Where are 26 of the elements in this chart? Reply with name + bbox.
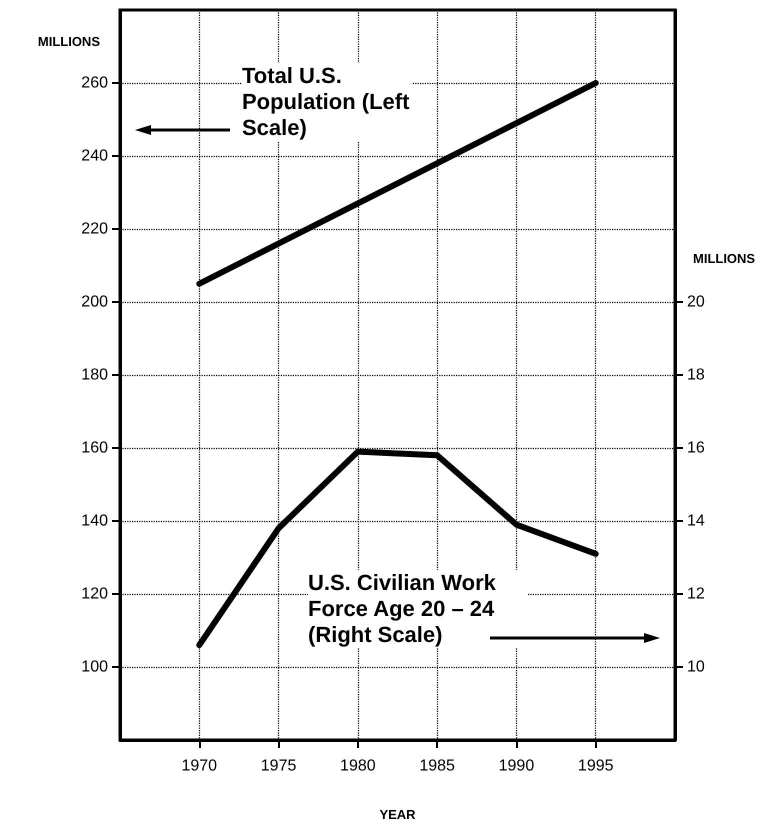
y-tick-label: 140 xyxy=(81,512,108,530)
y2-tick-label: 14 xyxy=(687,512,705,530)
y-tick-label: 120 xyxy=(81,586,108,602)
y-tick-label: 200 xyxy=(81,294,108,310)
y2-tick-label: 18 xyxy=(687,366,705,384)
x-tick-label: 1975 xyxy=(260,758,296,774)
y-tick-label: 240 xyxy=(81,148,108,164)
x-tick-label: 1980 xyxy=(340,758,376,774)
x-tick-label: 1970 xyxy=(181,758,218,774)
y2-axis-title: MILLIONS xyxy=(693,251,756,266)
y-tick-label: 220 xyxy=(81,220,108,238)
text: U.S. Civilian Work Force Age 20 – 24 (Right Scale) xyxy=(308,570,528,648)
x-axis-title: YEAR xyxy=(379,807,416,822)
y-tick-label: 180 xyxy=(81,366,108,384)
y2-tick-label: 16 xyxy=(687,440,705,456)
y2-tick-label: 10 xyxy=(687,658,705,676)
y-tick-label: 100 xyxy=(81,658,108,676)
y-tick-label: 260 xyxy=(81,74,108,92)
x-tick-label: 1995 xyxy=(578,758,614,774)
x-tick-label: 1990 xyxy=(498,758,534,774)
x-tick-label: 1985 xyxy=(419,758,456,774)
y2-tick-label: 12 xyxy=(687,586,705,602)
y-tick-label: 160 xyxy=(81,440,108,456)
y-axis-title: MILLIONS xyxy=(38,34,100,49)
y2-tick-label: 20 xyxy=(687,294,705,310)
series-label: Total U.S. Population (Left Scale) xyxy=(242,63,412,141)
